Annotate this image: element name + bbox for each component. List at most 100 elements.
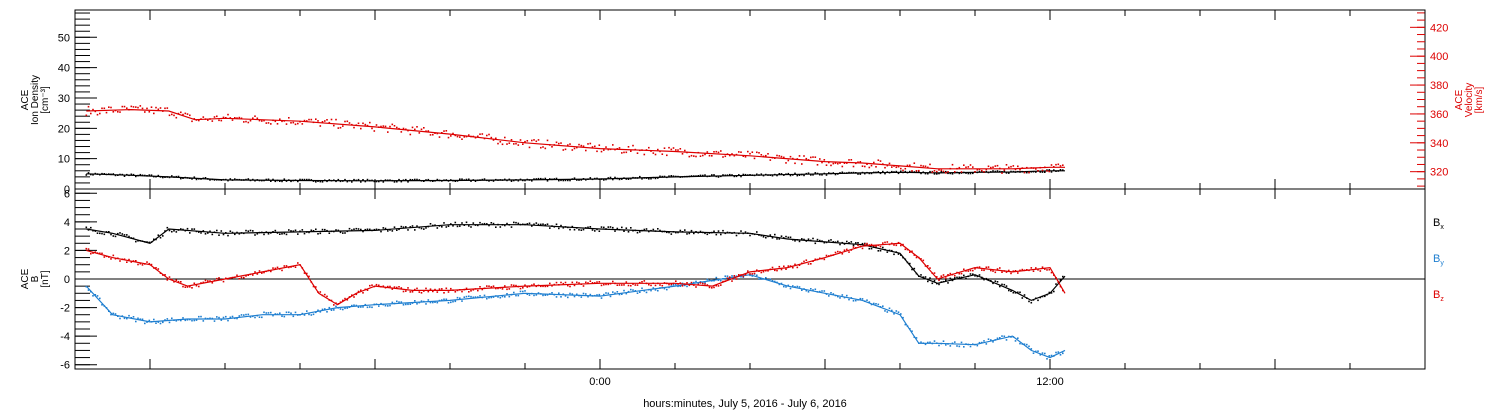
by-series-point	[238, 315, 241, 317]
by-series-point	[513, 291, 515, 294]
ion-density-point	[636, 177, 639, 179]
ion-density-point	[141, 174, 144, 177]
ion-density-point	[837, 173, 839, 175]
ion-density-point	[173, 176, 175, 178]
bz-series-point	[654, 284, 657, 287]
bz-series-point	[738, 274, 740, 276]
bz-series-point	[999, 267, 1001, 269]
by-series-point	[243, 314, 245, 316]
by-series-point	[861, 298, 864, 300]
bz-series-point	[411, 291, 414, 293]
bx-series-point	[252, 230, 254, 232]
bx-series-point	[411, 225, 414, 227]
by-series-point	[166, 318, 169, 320]
ion-density-point	[873, 171, 875, 174]
velocity-point	[661, 153, 664, 155]
bz-series-point	[945, 277, 947, 279]
velocity-point	[789, 155, 792, 158]
ion-density-point	[965, 172, 967, 174]
bz-series-point	[884, 241, 886, 244]
ion-density-point	[526, 178, 529, 181]
bx-series-point	[119, 232, 121, 234]
bz-series-point	[852, 246, 855, 248]
bx-series-point	[774, 233, 776, 236]
bx-series-point	[409, 226, 412, 228]
by-series-point	[137, 317, 139, 320]
velocity-point	[171, 113, 173, 116]
bx-series-point	[618, 228, 621, 231]
by-series-point	[1057, 351, 1060, 353]
ion-density-point	[742, 173, 745, 176]
velocity-point	[924, 165, 927, 168]
bz-series-point	[886, 241, 889, 243]
by-series-point	[515, 294, 517, 297]
bz-series-point	[936, 276, 938, 278]
velocity-point	[247, 121, 250, 124]
bz-series-point	[564, 281, 567, 284]
bx-series-point	[456, 225, 459, 228]
velocity-point	[1041, 169, 1044, 172]
bz-series-point	[832, 254, 835, 256]
bz-series-point	[1017, 272, 1019, 274]
by-series-point	[288, 311, 290, 314]
bz-series-point	[1035, 267, 1037, 269]
by-series-point	[186, 319, 189, 321]
bx-series-point	[787, 236, 790, 239]
ion-density-point	[290, 180, 292, 183]
by-series-point	[562, 293, 565, 295]
bz-series-point	[715, 284, 718, 287]
by-series-point	[281, 315, 283, 317]
ion-density-point	[598, 178, 601, 180]
bx-series-point	[429, 223, 432, 225]
velocity-point	[1035, 168, 1037, 170]
bz-series-point	[164, 274, 166, 276]
bx-series-point	[762, 236, 765, 238]
bz-series-point	[486, 285, 488, 287]
ion-density-point	[272, 178, 274, 181]
velocity-point	[420, 128, 423, 131]
ion-density-point	[443, 179, 445, 181]
velocity-point	[927, 166, 929, 169]
by-series-point	[450, 301, 452, 304]
by-series-point	[911, 330, 913, 332]
bz-series-point	[657, 282, 659, 285]
bx-series-point	[211, 233, 214, 236]
by-series-point	[146, 321, 148, 323]
bx-series-point	[783, 237, 785, 239]
by-series-point	[501, 295, 504, 298]
bx-series-point	[497, 223, 499, 226]
bx-series-point	[828, 239, 830, 242]
bz-series-point	[369, 284, 371, 287]
velocity-point	[423, 127, 425, 129]
by-series-point	[591, 295, 594, 297]
bz-series-point	[380, 285, 382, 288]
ion-density-point	[828, 172, 830, 174]
velocity-point	[981, 169, 983, 172]
bx-series-point	[895, 251, 898, 253]
ion-density-point	[121, 173, 124, 176]
by-series-point	[517, 294, 520, 297]
by-series-point	[1028, 345, 1030, 348]
by-series-point	[900, 313, 902, 315]
by-series-point	[1005, 339, 1008, 341]
ion-density-point	[582, 178, 585, 180]
by-series-point	[882, 305, 884, 307]
bz-series-point	[240, 276, 243, 279]
velocity-point	[366, 124, 369, 127]
by-series-point	[274, 313, 277, 315]
by-series-point	[537, 292, 540, 294]
ion-density-point	[450, 179, 452, 181]
bx-series-point	[947, 282, 949, 284]
bx-series-point	[994, 280, 997, 282]
ion-density-point	[807, 172, 810, 174]
velocity-point	[778, 155, 781, 157]
bz-series-point	[904, 248, 907, 251]
by-series-point	[1046, 358, 1048, 360]
bz-series-point	[819, 257, 821, 260]
ion-density-point	[877, 171, 880, 173]
bx-series-point	[643, 228, 646, 231]
ion-density-point	[353, 178, 355, 181]
by-series-point	[1050, 354, 1053, 357]
bz-series-point	[1005, 271, 1008, 273]
bx-series-point	[801, 238, 803, 240]
